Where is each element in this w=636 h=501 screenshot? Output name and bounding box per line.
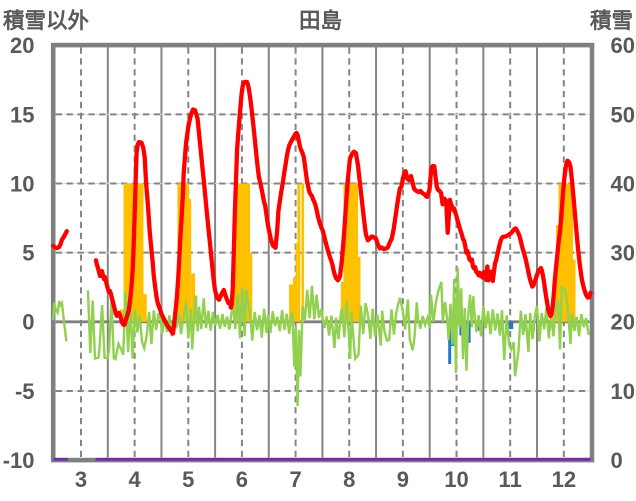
svg-text:50: 50	[611, 102, 635, 127]
svg-text:7: 7	[289, 467, 301, 492]
svg-text:15: 15	[10, 102, 34, 127]
svg-text:4: 4	[129, 467, 142, 492]
svg-text:0: 0	[611, 448, 623, 473]
svg-text:40: 40	[611, 171, 635, 196]
svg-text:積雪以外: 積雪以外	[3, 8, 90, 33]
svg-text:11: 11	[499, 467, 522, 492]
svg-text:30: 30	[611, 241, 635, 266]
svg-text:20: 20	[10, 33, 34, 58]
svg-text:12: 12	[552, 467, 576, 492]
svg-text:20: 20	[611, 310, 635, 335]
svg-text:0: 0	[22, 310, 34, 335]
svg-text:-10: -10	[3, 448, 35, 473]
svg-text:5: 5	[182, 467, 194, 492]
svg-text:10: 10	[10, 171, 34, 196]
svg-text:積雪: 積雪	[590, 9, 633, 33]
svg-text:田島: 田島	[299, 8, 342, 33]
svg-text:9: 9	[397, 467, 409, 492]
svg-text:10: 10	[444, 467, 468, 492]
svg-text:8: 8	[343, 467, 355, 492]
svg-text:10: 10	[611, 379, 635, 404]
svg-text:-5: -5	[15, 379, 35, 404]
svg-text:60: 60	[611, 33, 635, 58]
svg-text:5: 5	[22, 241, 34, 266]
svg-text:6: 6	[236, 467, 248, 492]
svg-text:3: 3	[75, 467, 87, 492]
